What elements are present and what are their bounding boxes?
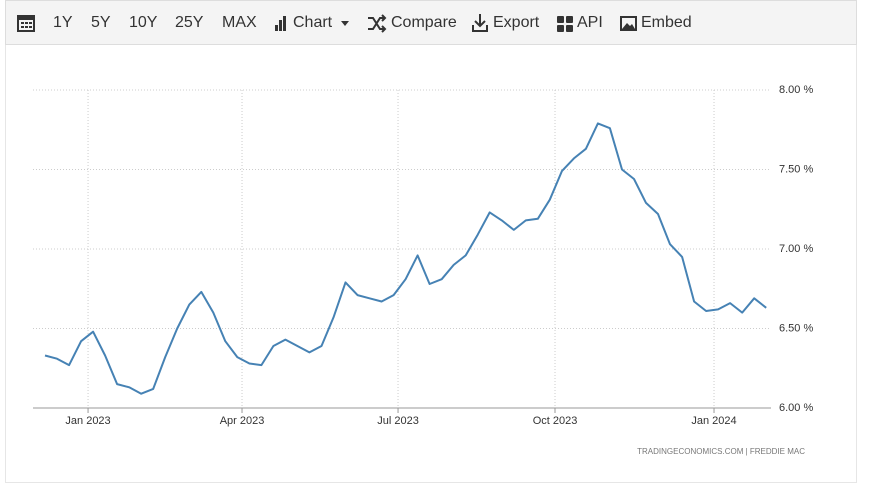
chart-icon[interactable] [273,1,293,45]
chart-frame [5,45,857,483]
api-button[interactable]: API [577,14,603,31]
x-tick-label: Oct 2023 [533,415,578,427]
x-tick-label: Apr 2023 [220,415,265,427]
api-icon[interactable] [555,1,575,45]
chart-button[interactable]: Chart [293,14,333,31]
y-tick-label: 7.50 % [779,163,813,175]
x-tick-label: Jan 2023 [65,415,110,427]
range-button[interactable]: 1Y [53,14,73,31]
source: TRADINGECONOMICS.COM | FREDDIE MAC [637,447,805,456]
embed-icon[interactable] [619,1,639,45]
x-tick-label: Jul 2023 [377,415,419,427]
export-icon[interactable] [471,1,491,45]
range-button[interactable]: MAX [222,14,257,31]
y-tick-label: 6.00 % [779,402,813,414]
range-button[interactable]: 25Y [175,14,204,31]
y-tick-label: 6.50 % [779,322,813,334]
range-button[interactable]: 5Y [91,14,111,31]
y-tick-label: 8.00 % [779,84,813,96]
compare-button[interactable]: Compare [391,14,457,31]
export-button[interactable]: Export [493,14,540,31]
caret-icon[interactable] [339,1,351,45]
range-button[interactable]: 10Y [129,14,158,31]
y-tick-label: 7.00 % [779,243,813,255]
toolbar: 1Y 5Y 10Y 25Y MAX Chart Compare Export A… [5,0,857,45]
x-tick-label: Jan 2024 [691,415,736,427]
calendar-icon[interactable] [14,1,44,45]
embed-button[interactable]: Embed [641,14,692,31]
line [44,122,767,395]
compare-icon[interactable] [366,1,388,45]
